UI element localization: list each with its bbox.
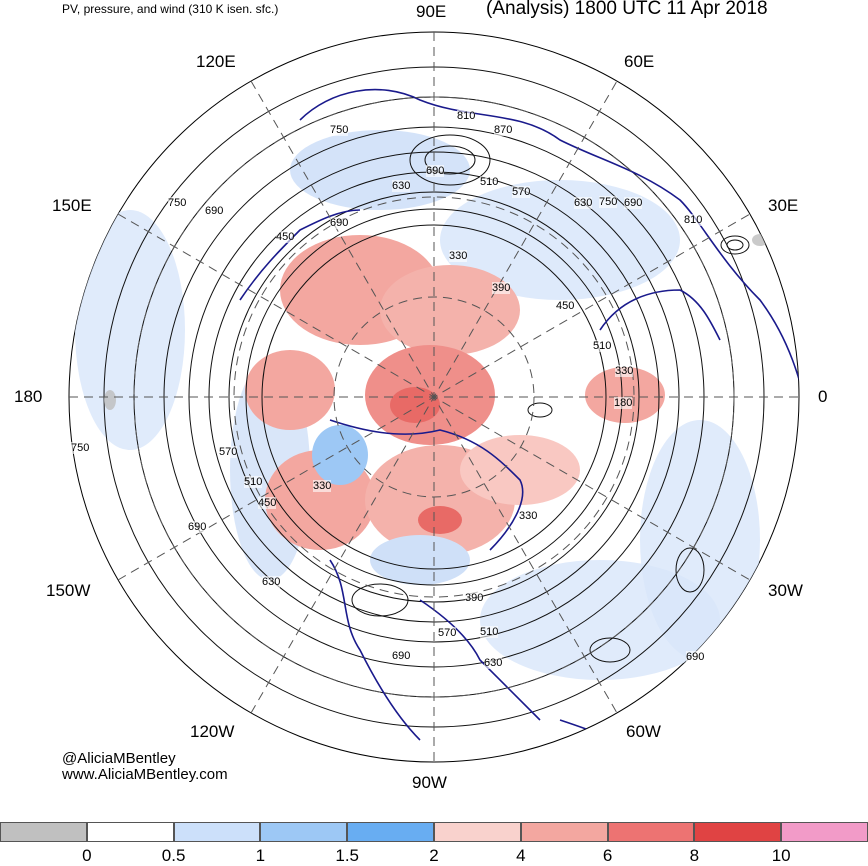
- lon-label-30w: 30W: [768, 581, 803, 600]
- contour-label: 510: [593, 340, 612, 352]
- contour-label: 870: [494, 124, 513, 136]
- map-content: [75, 66, 799, 761]
- colorbar-tick-label: 1.5: [335, 846, 360, 865]
- contour-label: 630: [574, 197, 593, 209]
- colorbar-tick-label: 0: [82, 846, 92, 865]
- contour-label: 570: [219, 446, 238, 458]
- colorbar-bin: [694, 822, 782, 842]
- colorbar-bin: [781, 822, 868, 842]
- colorbar-tick-label: 1: [255, 846, 266, 865]
- colorbar-bin: [260, 822, 348, 842]
- contour-label: 750: [330, 124, 349, 136]
- lon-label-90w: 90W: [412, 773, 447, 792]
- contour-label: 570: [512, 186, 531, 198]
- contour-label: 750: [71, 442, 90, 454]
- contour-label: 690: [330, 217, 349, 229]
- lon-label-60e: 60E: [624, 52, 655, 71]
- credit-handle: @AliciaMBentley: [62, 750, 176, 767]
- colorbar-bin: [607, 822, 695, 842]
- colorbar: 0 0.5 1 1.5 2 4 6 8 10: [0, 822, 868, 865]
- colorbar-tick-label: 2: [429, 846, 439, 865]
- contour-label: 690: [624, 197, 643, 209]
- contour-label: 330: [449, 250, 468, 262]
- colorbar-bin: [86, 822, 174, 842]
- contour-label: 450: [276, 231, 295, 243]
- contour-label: 690: [686, 651, 705, 663]
- contour-label: 510: [480, 176, 499, 188]
- colorbar-tick-label: 0.5: [161, 846, 186, 865]
- lon-label-60w: 60W: [626, 722, 661, 741]
- credit-website: www.AliciaMBentley.com: [62, 766, 228, 783]
- coastlines: [239, 88, 799, 761]
- contour-label: 180: [614, 397, 633, 409]
- contour-label: 390: [465, 592, 484, 604]
- lon-label-180: 180: [14, 387, 43, 406]
- chart-title-right: (Analysis) 1800 UTC 11 Apr 2018: [486, 0, 768, 19]
- contour-label: 630: [262, 576, 281, 588]
- colorbar-tick-label: 4: [516, 846, 526, 865]
- contour-label: 690: [392, 650, 411, 662]
- lon-label-150w: 150W: [46, 581, 91, 600]
- lon-label-120w: 120W: [190, 722, 235, 741]
- contour-label: 570: [438, 627, 457, 639]
- colorbar-bin: [0, 822, 87, 842]
- lon-label-150e: 150E: [52, 196, 92, 215]
- contour-label: 330: [615, 365, 634, 377]
- contour-label: 390: [492, 282, 511, 294]
- colorbar-bin: [520, 822, 608, 842]
- colorbar-bin: [173, 822, 261, 842]
- colorbar-tick-label: 10: [771, 846, 791, 865]
- colorbar-tick-label: 6: [602, 846, 613, 865]
- contour-label: 630: [392, 180, 411, 192]
- contour-label: 630: [484, 657, 503, 669]
- colorbar-tick-label: 8: [689, 846, 700, 865]
- polar-map: [68, 31, 800, 763]
- chart-title-left: PV, pressure, and wind (310 K isen. sfc.…: [62, 2, 279, 16]
- contour-label: 330: [519, 510, 538, 522]
- colorbar-bin: [347, 822, 434, 842]
- contour-label: 810: [457, 110, 476, 122]
- contour-label: 810: [684, 214, 703, 226]
- graticule: [69, 32, 799, 762]
- lon-label-90e: 90E: [416, 2, 447, 21]
- contour-label: 750: [599, 196, 618, 208]
- lon-label-30e: 30E: [768, 196, 799, 215]
- colorbar-bin: [434, 822, 521, 842]
- contour-label: 690: [205, 205, 224, 217]
- contour-label: 510: [244, 476, 263, 488]
- contour-label: 330: [313, 480, 332, 492]
- lon-label-120e: 120E: [196, 52, 236, 71]
- lon-label-0: 0: [818, 387, 828, 406]
- contour-label: 690: [188, 521, 207, 533]
- contour-label: 450: [258, 497, 277, 509]
- contour-label: 750: [168, 197, 187, 209]
- contour-label: 690: [426, 165, 445, 177]
- contour-label: 510: [480, 626, 499, 638]
- contour-label: 450: [556, 300, 575, 312]
